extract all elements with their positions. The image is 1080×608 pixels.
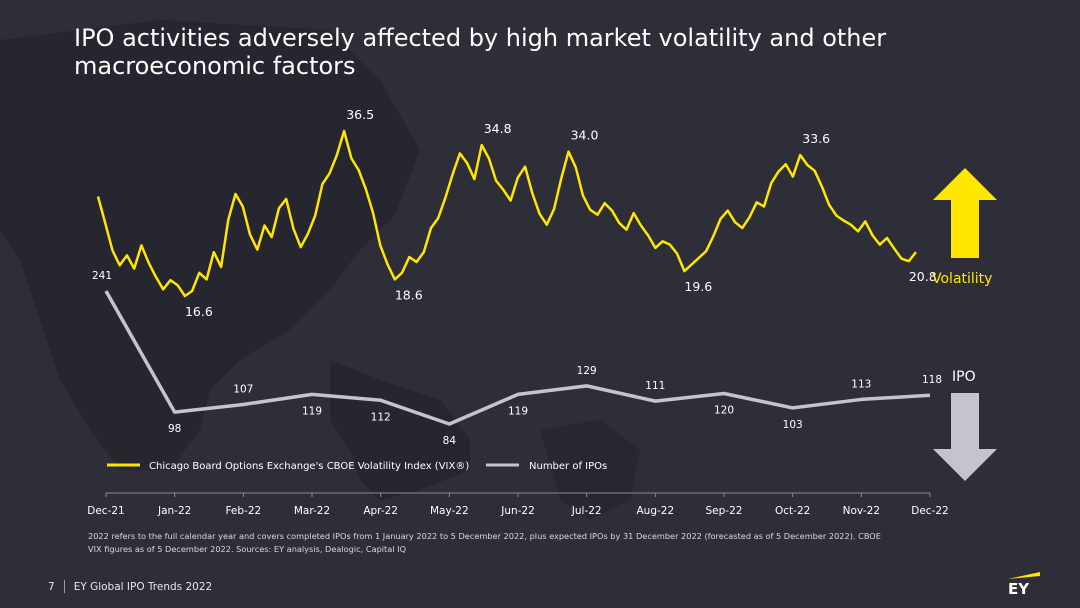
ipo-data-label: 107 <box>233 384 253 396</box>
report-name: EY Global IPO Trends 2022 <box>73 580 213 593</box>
x-tick-label: Feb-22 <box>225 505 261 517</box>
volatility-data-label: 16.6 <box>185 304 213 319</box>
x-tick-label: Jan-22 <box>157 505 191 517</box>
ipo-data-label: 241 <box>92 270 112 282</box>
x-tick-label: Jul-22 <box>571 505 602 517</box>
ipo-data-label: 111 <box>645 380 665 392</box>
volatility-data-label: 19.6 <box>684 279 712 294</box>
x-tick-label: Aug-22 <box>637 505 675 517</box>
footnote-line-2: VIX figures as of 5 December 2022. Sourc… <box>88 544 407 554</box>
footnote: 2022 refers to the full calendar year an… <box>88 530 908 556</box>
volatility-data-label: 18.6 <box>395 287 423 302</box>
ipo-data-label: 118 <box>922 374 942 386</box>
x-tick-label: Jun-22 <box>500 505 535 517</box>
ipo-data-label: 112 <box>371 411 391 423</box>
legend-label-volatility: Chicago Board Options Exchange's CBOE Vo… <box>149 461 469 472</box>
ipo-data-label: 120 <box>714 405 734 417</box>
x-tick-label: Mar-22 <box>294 505 330 517</box>
ipo-data-label: 119 <box>302 405 322 417</box>
legend: Chicago Board Options Exchange's CBOE Vo… <box>107 461 607 472</box>
ipo-data-label: 113 <box>851 378 871 390</box>
x-tick-label: Nov-22 <box>843 505 880 517</box>
footer-divider <box>63 580 65 593</box>
ipo-series-line <box>104 290 931 426</box>
volatility-series-line <box>96 129 917 298</box>
ipo-data-labels: 241 98 107 119 112 84 119 129 111 120 103 113 118 <box>92 270 942 447</box>
arrow-down-icon <box>933 393 997 481</box>
ipo-data-label: 119 <box>508 405 528 417</box>
footer: 7 EY Global IPO Trends 2022 <box>48 580 212 593</box>
x-tick-label: Dec-21 <box>87 505 124 517</box>
volatility-data-label: 36.5 <box>346 107 374 122</box>
x-tick-label: Dec-22 <box>911 505 948 517</box>
volatility-data-label: 20.8 <box>909 269 937 284</box>
page-number: 7 <box>48 580 55 593</box>
ipo-data-label: 98 <box>168 423 181 435</box>
ey-logo: EY <box>1008 572 1040 596</box>
footnote-line-1: 2022 refers to the full calendar year an… <box>88 531 881 541</box>
page-title: IPO activities adversely affected by hig… <box>74 24 887 80</box>
ey-logo-mark-icon <box>1008 572 1040 579</box>
ipo-end-label: IPO <box>952 369 976 385</box>
ipo-data-label: 103 <box>783 419 803 431</box>
ipo-data-label: 84 <box>443 435 457 447</box>
ipo-data-label: 129 <box>577 365 597 377</box>
legend-label-ipo: Number of IPOs <box>529 461 607 472</box>
x-tick-label: Sep-22 <box>706 505 743 517</box>
arrow-up-icon <box>933 168 997 258</box>
volatility-data-labels: 36.5 16.6 18.6 34.8 34.0 19.6 33.6 20.8 <box>185 107 937 319</box>
x-tick-label: Oct-22 <box>775 505 810 517</box>
x-tick-label: May-22 <box>430 505 469 517</box>
ey-logo-text: EY <box>1008 580 1030 596</box>
volatility-end-label: Volatility <box>932 271 992 287</box>
volatility-data-label: 34.0 <box>571 128 599 143</box>
x-tick-labels: Dec-21 Jan-22 Feb-22 Mar-22 Apr-22 May-22 Jun-… <box>87 493 949 517</box>
volatility-data-label: 34.8 <box>484 121 512 136</box>
x-tick-label: Apr-22 <box>363 505 398 517</box>
volatility-data-label: 33.6 <box>802 131 830 146</box>
